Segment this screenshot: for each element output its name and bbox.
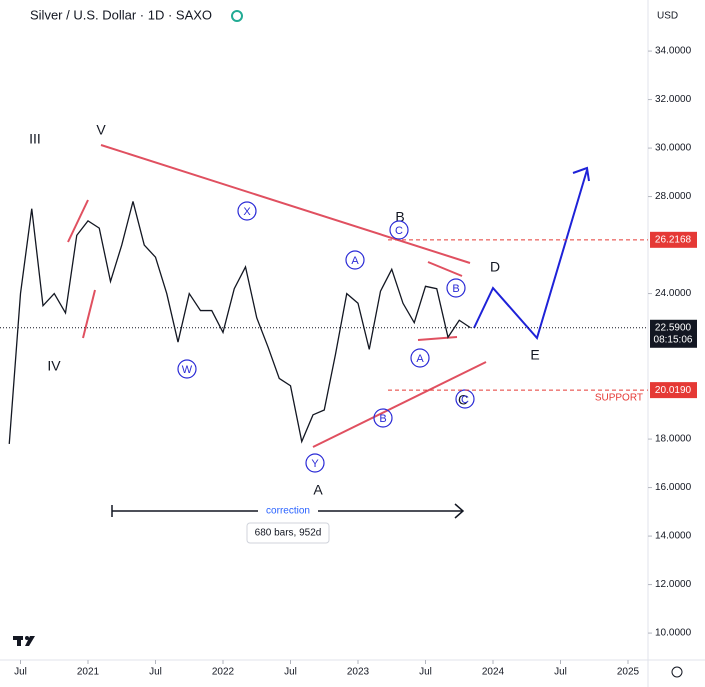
y-tick-label: 12.0000 xyxy=(655,579,692,590)
svg-text:680 bars, 952d: 680 bars, 952d xyxy=(255,528,322,539)
level-badge xyxy=(650,231,697,248)
svg-text:C: C xyxy=(458,392,468,408)
y-tick-label: 28.0000 xyxy=(655,191,692,202)
y-tick-label: 16.0000 xyxy=(655,482,692,493)
trendlines xyxy=(67,144,487,448)
level-badge xyxy=(650,382,697,399)
svg-text:correction: correction xyxy=(266,506,310,517)
y-tick-label: 24.0000 xyxy=(655,288,692,299)
svg-text:Y: Y xyxy=(311,458,319,470)
projection-arrow xyxy=(572,166,590,182)
svg-text:X: X xyxy=(243,206,251,218)
y-tick-label: 34.0000 xyxy=(655,46,692,57)
svg-text:D: D xyxy=(490,259,500,275)
y-tick-label: 30.0000 xyxy=(655,143,692,154)
y-tick-label: 14.0000 xyxy=(655,531,692,542)
svg-text:C: C xyxy=(461,394,469,406)
last-price-label: 22.5900 xyxy=(655,322,692,333)
svg-text:V: V xyxy=(96,122,106,138)
y-tick-label: 10.0000 xyxy=(655,628,692,639)
x-tick-label: Jul xyxy=(554,667,567,678)
svg-text:B: B xyxy=(379,413,386,425)
x-tick-label: Jul xyxy=(14,667,27,678)
x-tick-label: 2021 xyxy=(77,667,100,678)
last-price-badge xyxy=(650,319,697,348)
support-label: SUPPORT xyxy=(595,393,643,404)
y-tick-label: 18.0000 xyxy=(655,434,692,445)
x-tick-label: 2023 xyxy=(347,667,370,678)
svg-text:A: A xyxy=(351,255,359,267)
svg-text:A: A xyxy=(416,353,424,365)
svg-text:III: III xyxy=(29,131,41,147)
currency: USD xyxy=(657,11,678,22)
projection xyxy=(473,169,588,341)
x-tick-label: Jul xyxy=(149,667,162,678)
svg-text:C: C xyxy=(395,225,403,237)
tv-logo xyxy=(13,636,35,646)
countdown: 08:15:06 xyxy=(654,334,693,345)
level-label: 20.0190 xyxy=(655,385,692,396)
x-tick-label: Jul xyxy=(284,667,297,678)
x-tick-label: Jul xyxy=(419,667,432,678)
svg-text:IV: IV xyxy=(47,358,61,374)
x-tick-label: 2022 xyxy=(212,667,235,678)
y-tick-label: 32.0000 xyxy=(655,94,692,105)
svg-text:B: B xyxy=(395,209,404,225)
svg-text:B: B xyxy=(452,283,459,295)
level-label: 26.2168 xyxy=(655,234,692,245)
x-tick-label: 2024 xyxy=(482,667,505,678)
chart-title: Silver / U.S. Dollar · 1D · SAXO xyxy=(30,7,212,22)
x-tick-label: 2025 xyxy=(617,667,640,678)
svg-text:W: W xyxy=(182,364,193,376)
price-line xyxy=(8,201,471,444)
svg-text:A: A xyxy=(313,482,323,498)
svg-text:E: E xyxy=(530,347,539,363)
settings-icon[interactable] xyxy=(671,666,683,678)
wave-labels: III V IV A B C D E X W Y A C B A B C xyxy=(29,122,540,498)
status-icon xyxy=(231,10,243,22)
range-measure: correction 680 bars, 952d xyxy=(111,503,465,544)
